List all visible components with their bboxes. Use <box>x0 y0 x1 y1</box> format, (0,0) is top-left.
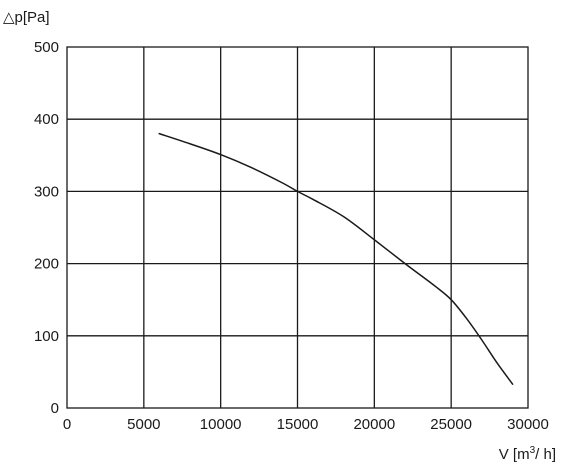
x-axis-label: V [m3/ h] <box>499 445 556 463</box>
x-tick-labels: 0 5000 10000 15000 20000 25000 30000 <box>63 416 549 433</box>
x-tick-label: 15000 <box>277 416 319 433</box>
x-tick-label: 20000 <box>353 416 395 433</box>
x-tick-label: 5000 <box>127 416 160 433</box>
grid-lines <box>67 47 528 408</box>
series-line-pressure-curve <box>158 132 514 385</box>
y-tick-label: 400 <box>34 111 59 128</box>
x-tick-label: 10000 <box>200 416 242 433</box>
y-tick-label: 200 <box>34 256 59 273</box>
plot-frame <box>66 46 529 409</box>
y-tick-labels: 0 100 200 300 400 500 <box>34 39 59 417</box>
y-tick-label: 500 <box>34 39 59 56</box>
x-tick-label: 0 <box>63 416 71 433</box>
x-tick-label: 30000 <box>507 416 549 433</box>
y-tick-label: 300 <box>34 183 59 200</box>
y-axis-label: △p[Pa] <box>3 9 50 26</box>
y-tick-label: 100 <box>34 328 59 345</box>
y-tick-label: 0 <box>51 400 59 417</box>
x-tick-label: 25000 <box>430 416 472 433</box>
